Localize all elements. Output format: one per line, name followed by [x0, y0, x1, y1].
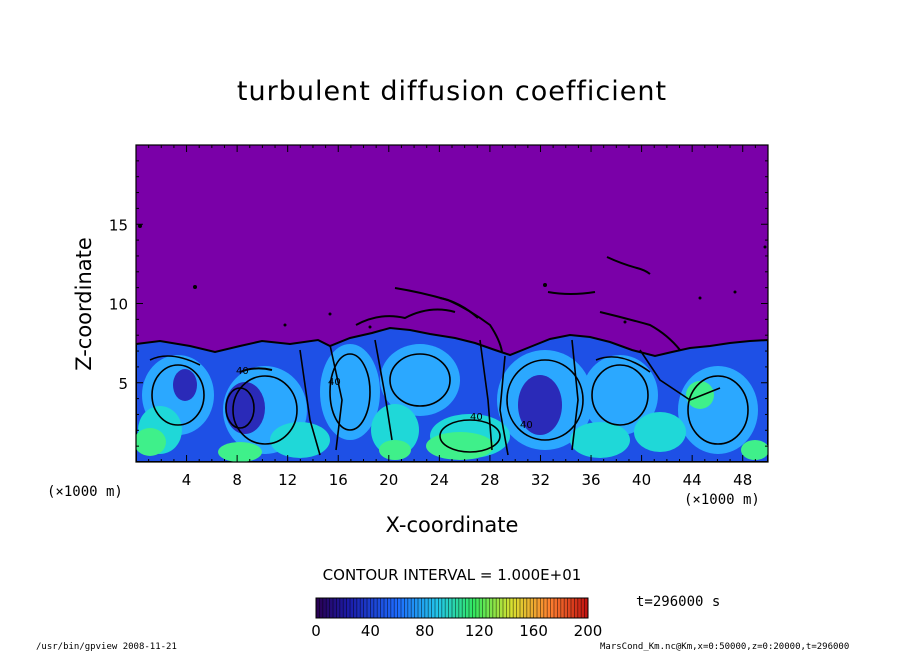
turbulent-field: 40 40 40 40: [136, 224, 768, 462]
y-tick-label: 5: [118, 375, 128, 393]
contour-label: 40: [520, 420, 533, 431]
colorbar-bands: [315, 598, 589, 618]
footer-command: /usr/bin/gpview 2008-11-21: [36, 642, 177, 652]
x-tick-label: 20: [379, 471, 398, 489]
x-tick-label: 12: [278, 471, 297, 489]
core-regions: [173, 369, 562, 435]
x-tick-label: 40: [632, 471, 651, 489]
x-unit-label-left: (×1000 m): [47, 484, 123, 500]
contour-lines: [149, 339, 749, 456]
colorbar-tick-label: 200: [574, 622, 603, 640]
colorbar-tick-label: 0: [311, 622, 321, 640]
contour-label: 40: [236, 366, 249, 377]
x-tick-label: 44: [683, 471, 702, 489]
y-tick-label: 15: [109, 216, 128, 234]
speckles: [138, 224, 767, 329]
chart-title: turbulent diffusion coefficient: [236, 76, 668, 107]
time-label: t=296000 s: [636, 594, 721, 610]
y-tick-label: 10: [109, 296, 128, 314]
x-axis-label: X-coordinate: [385, 513, 519, 537]
x-tick-label: 8: [232, 471, 242, 489]
x-tick-label: 24: [430, 471, 449, 489]
x-unit-label-right: (×1000 m): [684, 492, 760, 508]
upper-streaks: [239, 256, 681, 373]
x-tick-label: 48: [733, 471, 752, 489]
x-tick-label: 28: [480, 471, 499, 489]
x-tick-label: 16: [329, 471, 348, 489]
x-tick-label: 4: [182, 471, 192, 489]
contour-label: 40: [470, 412, 483, 423]
x-tick-label: 32: [531, 471, 550, 489]
x-tick-label: 36: [581, 471, 600, 489]
contour-interval: CONTOUR INTERVAL = 1.000E+01: [322, 566, 582, 584]
footer-source: MarsCond_Km.nc@Km,x=0:50000,z=0:20000,t=…: [600, 642, 850, 652]
colorbar-tick-label: 120: [465, 622, 494, 640]
colorbar-tick-label: 160: [519, 622, 548, 640]
y-axis-label: Z-coordinate: [72, 237, 96, 371]
colorbar-tick-label: 80: [415, 622, 434, 640]
colorbar-ticks: 0 40 80 120 160 200: [311, 622, 602, 640]
colorbar-tick-label: 40: [361, 622, 380, 640]
green-regions: [136, 381, 768, 462]
contour-label: 40: [328, 377, 341, 388]
contour-labels: 40 40 40 40: [236, 366, 533, 431]
